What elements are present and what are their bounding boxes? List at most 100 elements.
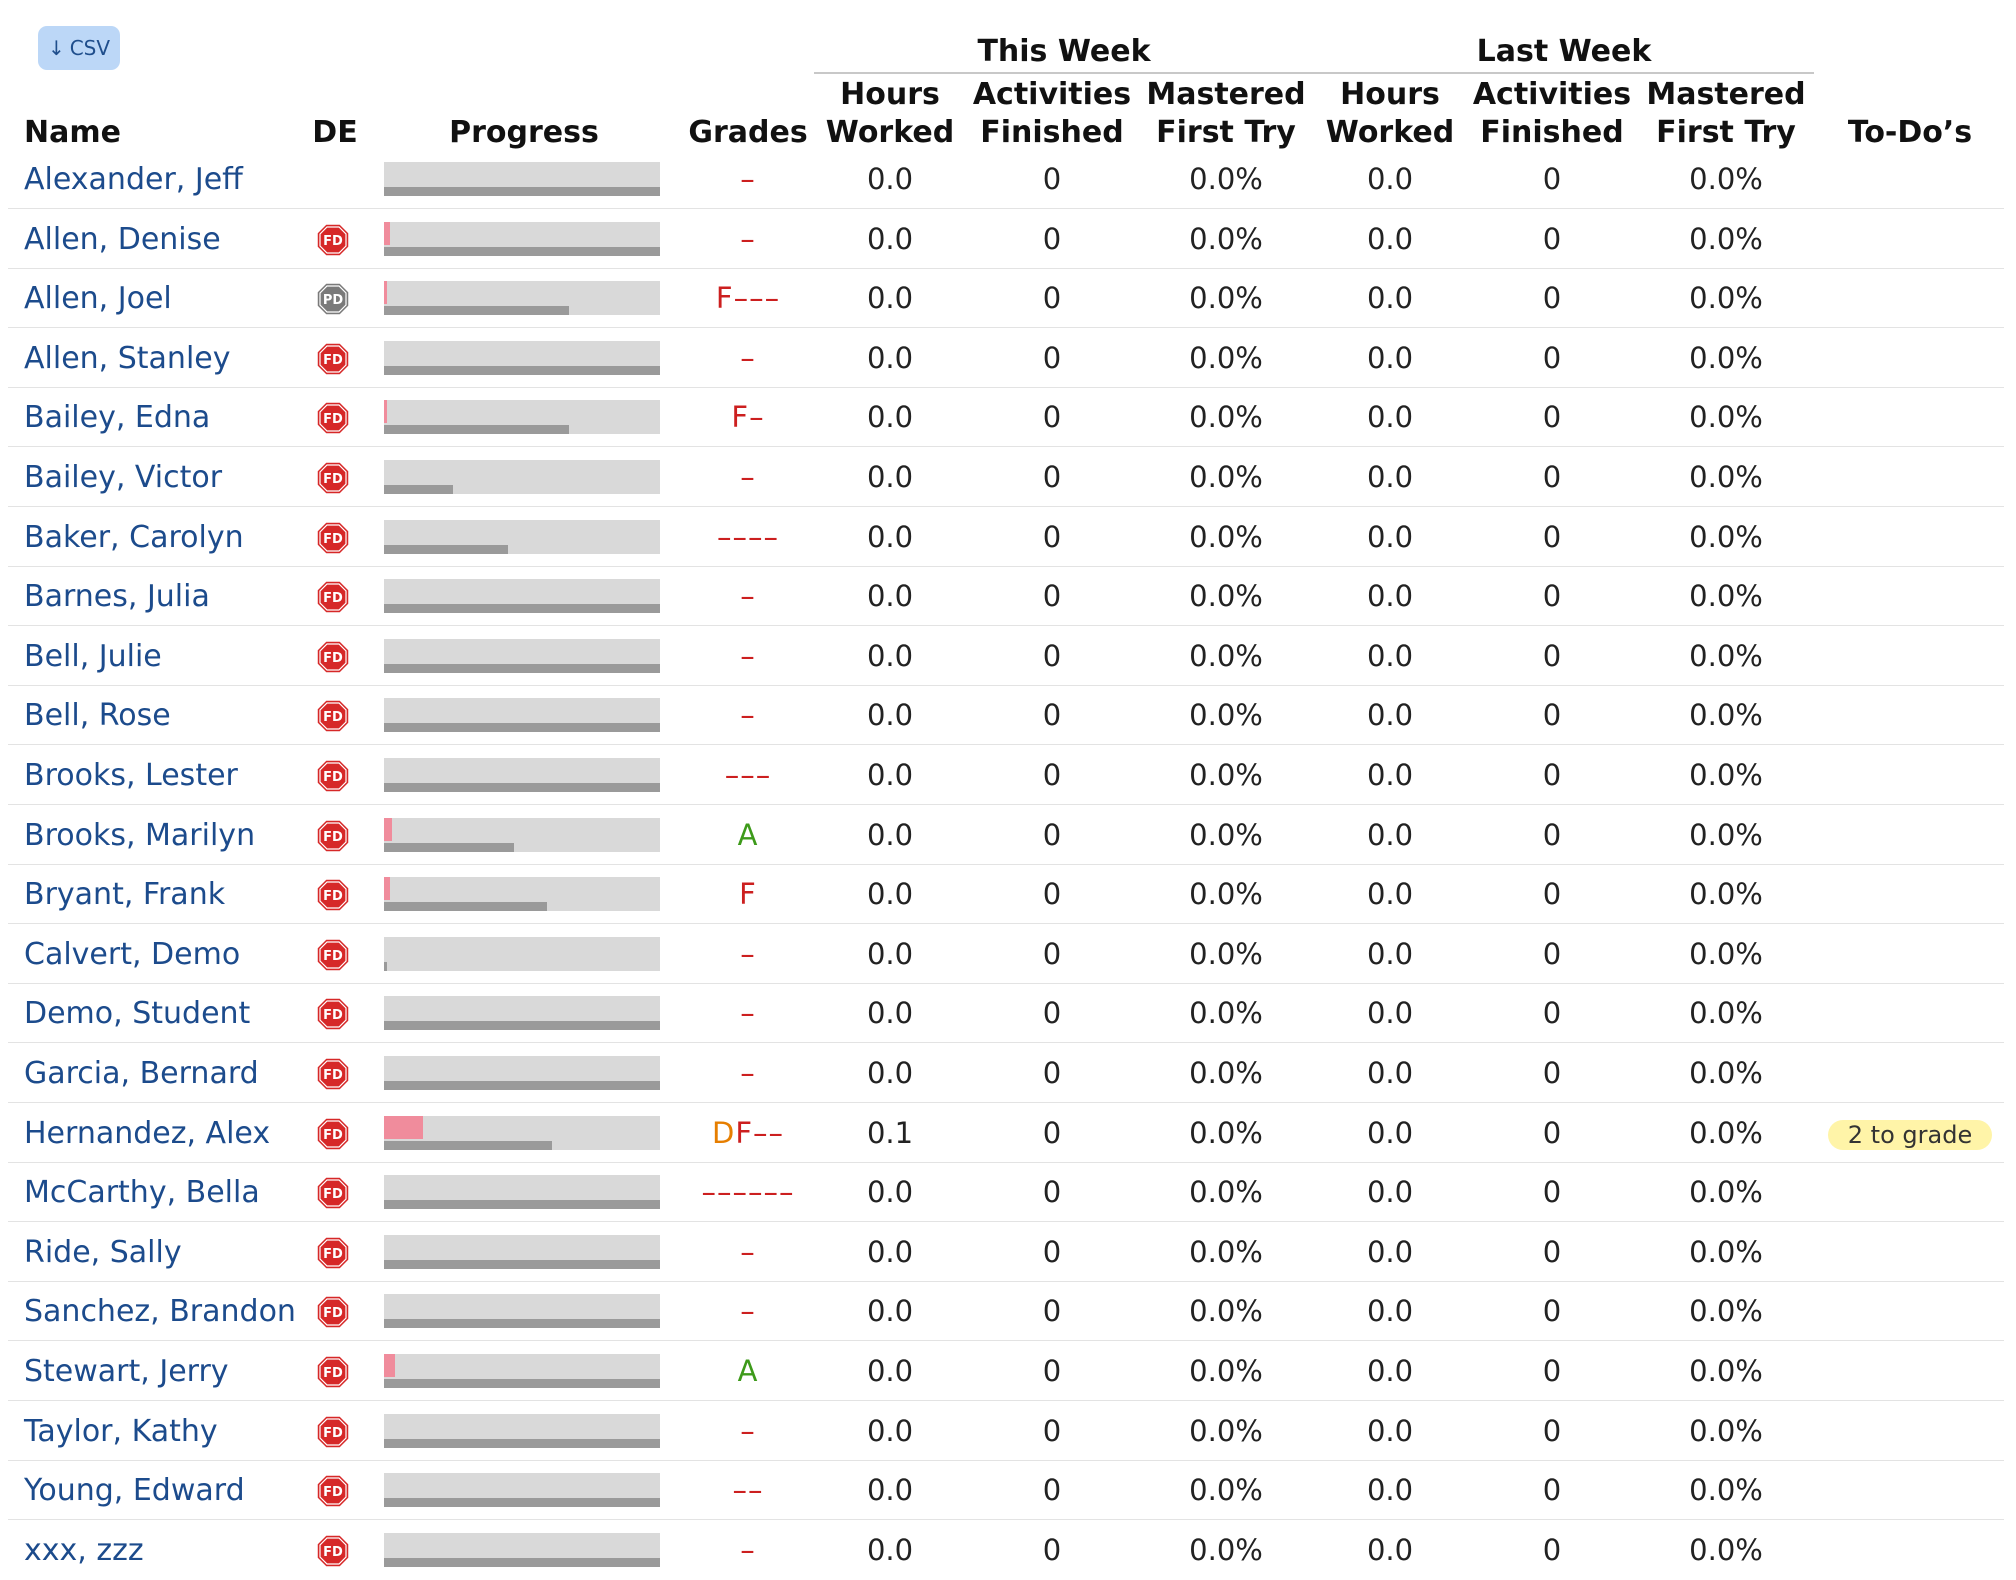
- grade-mark: D: [711, 1115, 736, 1150]
- grades-cell[interactable]: F: [684, 865, 812, 924]
- table-row[interactable]: xxx, zzz FD – 0.0 0 0.0% 0.0 0 0.0%: [8, 1521, 2004, 1580]
- last-week-activities-finished: 0: [1542, 817, 1562, 852]
- table-row[interactable]: Allen, Denise FD – 0.0 0 0.0% 0.0 0 0.0%: [8, 210, 2004, 269]
- grades-cell[interactable]: –: [684, 329, 812, 388]
- header-todos[interactable]: To-Do’s: [1847, 115, 1973, 150]
- grades-cell[interactable]: DF––: [684, 1104, 812, 1163]
- student-name-link[interactable]: Allen, Denise: [24, 221, 221, 257]
- grades-cell[interactable]: –: [684, 1044, 812, 1103]
- header-lw-hours-worked[interactable]: Hours Worked: [1314, 76, 1466, 152]
- last-week-mastered-first-try: 0.0%: [1689, 1234, 1763, 1269]
- grades-cell[interactable]: ––––: [684, 508, 812, 567]
- student-name-link[interactable]: Taylor, Kathy: [24, 1413, 218, 1449]
- header-lw-mastered-first-try[interactable]: Mastered First Try: [1638, 76, 1814, 152]
- table-row[interactable]: Bell, Rose FD – 0.0 0 0.0% 0.0 0 0.0%: [8, 686, 2004, 746]
- student-name-link[interactable]: Barnes, Julia: [24, 579, 210, 615]
- student-name-link[interactable]: Bell, Julie: [24, 638, 162, 674]
- student-name-link[interactable]: Calvert, Demo: [24, 936, 241, 972]
- grades-cell[interactable]: –: [684, 1521, 812, 1580]
- student-name-link[interactable]: Bailey, Edna: [24, 400, 211, 436]
- this-week-activities-finished: 0: [1042, 758, 1062, 792]
- student-name-link[interactable]: xxx, zzz: [24, 1532, 144, 1568]
- this-week-mastered-first-try: 0.0%: [1189, 221, 1263, 256]
- student-name-link[interactable]: Allen, Joel: [24, 281, 172, 317]
- header-grades[interactable]: Grades: [688, 115, 808, 150]
- student-name-link[interactable]: Stewart, Jerry: [24, 1354, 229, 1389]
- todo-badge[interactable]: 2 to grade: [1828, 1119, 1992, 1150]
- header-tw-mastered-first-try[interactable]: Mastered First Try: [1138, 76, 1314, 152]
- table-row[interactable]: Barnes, Julia FD – 0.0 0 0.0% 0.0 0 0.0%: [8, 567, 2004, 627]
- this-week-mastered-first-try: 0.0%: [1189, 281, 1263, 316]
- student-name-link[interactable]: Bell, Rose: [24, 698, 171, 734]
- table-row[interactable]: Stewart, Jerry FD A 0.0 0 0.0% 0.0 0 0.0%: [8, 1342, 2004, 1401]
- table-row[interactable]: Allen, Joel PD F––– 0.0 0 0.0% 0.0 0 0.0%: [8, 269, 2004, 329]
- grades-cell[interactable]: –: [684, 150, 812, 209]
- table-row[interactable]: Baker, Carolyn FD –––– 0.0 0 0.0% 0.0 0 0.0%: [8, 508, 2004, 567]
- table-row[interactable]: Taylor, Kathy FD – 0.0 0 0.0% 0.0 0 0.0%: [8, 1402, 2004, 1461]
- student-name-link[interactable]: McCarthy, Bella: [24, 1175, 260, 1211]
- table-row[interactable]: Allen, Stanley FD – 0.0 0 0.0% 0.0 0 0.0%: [8, 329, 2004, 388]
- table-row[interactable]: Garcia, Bernard FD – 0.0 0 0.0% 0.0 0 0.0%: [8, 1044, 2004, 1103]
- table-row[interactable]: Alexander, Jeff – 0.0 0 0.0% 0.0 0 0.0%: [8, 150, 2004, 209]
- student-name-link[interactable]: Brooks, Lester: [24, 758, 238, 793]
- student-name-link[interactable]: Demo, Student: [24, 996, 251, 1032]
- student-name-link[interactable]: Young, Edward: [24, 1473, 245, 1509]
- header-de[interactable]: DE: [312, 115, 358, 150]
- student-name-link[interactable]: Bryant, Frank: [24, 877, 226, 913]
- header-tw-hours-worked[interactable]: Hours Worked: [814, 76, 966, 152]
- grades-cell[interactable]: –: [684, 1282, 812, 1341]
- table-row[interactable]: Demo, Student FD – 0.0 0 0.0% 0.0 0 0.0%: [8, 984, 2004, 1044]
- grades-cell[interactable]: ––––––: [684, 1163, 812, 1222]
- grades-cell[interactable]: –: [684, 984, 812, 1043]
- grades-cell[interactable]: –: [684, 210, 812, 269]
- header-progress[interactable]: Progress: [449, 115, 599, 150]
- table-row[interactable]: Bell, Julie FD – 0.0 0 0.0% 0.0 0 0.0%: [8, 627, 2004, 686]
- student-name-link[interactable]: Alexander, Jeff: [24, 162, 243, 197]
- table-row[interactable]: Young, Edward FD –– 0.0 0 0.0% 0.0 0 0.0%: [8, 1461, 2004, 1521]
- student-name-link[interactable]: Baker, Carolyn: [24, 519, 244, 555]
- grades-cell[interactable]: –: [684, 925, 812, 984]
- grades-cell[interactable]: A: [684, 1342, 812, 1401]
- header-name[interactable]: Name: [24, 115, 121, 150]
- grades-cell[interactable]: –: [684, 686, 812, 745]
- last-week-hours-worked: 0.0: [1366, 1354, 1414, 1388]
- grades-cell[interactable]: –––: [684, 746, 812, 805]
- grade-mark: F–––: [715, 281, 781, 316]
- student-name-link[interactable]: Brooks, Marilyn: [24, 817, 256, 853]
- student-name-link[interactable]: Garcia, Bernard: [24, 1056, 259, 1091]
- table-row[interactable]: Brooks, Marilyn FD A 0.0 0 0.0% 0.0 0 0.0%: [8, 806, 2004, 865]
- table-row[interactable]: Bailey, Victor FD – 0.0 0 0.0% 0.0 0 0.0%: [8, 448, 2004, 507]
- grades-cell[interactable]: –: [684, 567, 812, 626]
- header-tw-activities-finished[interactable]: Activities Finished: [966, 76, 1138, 152]
- this-week-activities-finished: 0: [1042, 400, 1062, 435]
- table-row[interactable]: Bryant, Frank FD F 0.0 0 0.0% 0.0 0 0.0%: [8, 865, 2004, 925]
- pd-badge-icon: PD: [316, 282, 350, 316]
- this-week-hours-worked: 0.0: [866, 340, 914, 375]
- this-week-activities-finished: 0: [1042, 1473, 1062, 1508]
- grades-cell[interactable]: A: [684, 806, 812, 865]
- csv-download-button[interactable]: ↓ CSV: [38, 26, 120, 70]
- student-name-link[interactable]: Sanchez, Brandon: [24, 1294, 296, 1330]
- header-lw-activities-finished[interactable]: Activities Finished: [1466, 76, 1638, 152]
- grade-mark: –: [740, 1056, 756, 1090]
- student-name-link[interactable]: Bailey, Victor: [24, 460, 223, 495]
- table-row[interactable]: Calvert, Demo FD – 0.0 0 0.0% 0.0 0 0.0%: [8, 925, 2004, 984]
- grades-cell[interactable]: F–––: [684, 269, 812, 328]
- last-week-mastered-first-try: 0.0%: [1689, 877, 1763, 912]
- table-row[interactable]: Brooks, Lester FD ––– 0.0 0 0.0% 0.0 0 0.0%: [8, 746, 2004, 805]
- student-name-link[interactable]: Ride, Sally: [24, 1234, 182, 1270]
- table-row[interactable]: Hernandez, Alex FD DF–– 0.1 0 0.0% 0.0 0 0.0% 2 t…: [8, 1104, 2004, 1163]
- last-week-mastered-first-try: 0.0%: [1689, 1413, 1763, 1448]
- table-row[interactable]: McCarthy, Bella FD –––––– 0.0 0 0.0% 0.0 0 0.0%: [8, 1163, 2004, 1223]
- student-name-link[interactable]: Hernandez, Alex: [24, 1115, 271, 1151]
- table-row[interactable]: Ride, Sally FD – 0.0 0 0.0% 0.0 0 0.0%: [8, 1223, 2004, 1282]
- grades-cell[interactable]: –: [684, 1402, 812, 1461]
- student-name-link[interactable]: Allen, Stanley: [24, 340, 231, 376]
- grades-cell[interactable]: ––: [684, 1461, 812, 1520]
- grades-cell[interactable]: F–: [684, 388, 812, 447]
- grades-cell[interactable]: –: [684, 1223, 812, 1282]
- table-row[interactable]: Sanchez, Brandon FD – 0.0 0 0.0% 0.0 0 0.0%: [8, 1282, 2004, 1342]
- grades-cell[interactable]: –: [684, 448, 812, 507]
- grades-cell[interactable]: –: [684, 627, 812, 686]
- table-row[interactable]: Bailey, Edna FD F– 0.0 0 0.0% 0.0 0 0.0%: [8, 388, 2004, 448]
